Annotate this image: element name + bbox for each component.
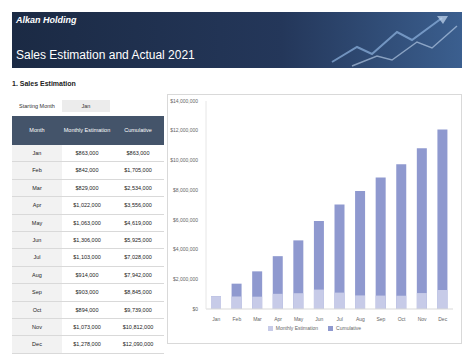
html-text:$903,000: $903,000	[75, 289, 99, 296]
svg-text:$8,000,000: $8,000,000	[173, 187, 198, 193]
html-text:Jun: Jun	[32, 237, 42, 243]
svg-text:$0: $0	[192, 306, 198, 312]
html-text:$914,000: $914,000	[75, 271, 99, 278]
html-text:$10,812,000: $10,812,000	[122, 324, 154, 330]
html-text:May: May	[31, 219, 43, 226]
html-text:Sales Estimation and Actual 20: Sales Estimation and Actual 2021	[16, 48, 195, 62]
html-text:Aug: Aug	[32, 271, 42, 278]
svg-text:$4,000,000: $4,000,000	[173, 246, 198, 252]
html-text:$863,000: $863,000	[126, 150, 150, 156]
svg-text:Sep: Sep	[377, 316, 386, 322]
html-text:Cumulative: Cumulative	[124, 127, 152, 133]
html-text:$1,103,000: $1,103,000	[73, 254, 101, 261]
html-text:Monthly Estimation: Monthly Estimation	[63, 127, 111, 133]
html-text:Jan: Jan	[81, 103, 91, 109]
html-text:Alkan Holding: Alkan Holding	[16, 15, 77, 25]
html-text:$8,845,000: $8,845,000	[124, 289, 152, 296]
svg-text:Oct: Oct	[398, 316, 406, 322]
html-text:$1,022,000: $1,022,000	[73, 202, 101, 209]
html-text:$829,000: $829,000	[75, 184, 99, 191]
html-text:Jan: Jan	[32, 150, 42, 156]
svg-text:$12,000,000: $12,000,000	[170, 127, 198, 133]
html-text:Oct: Oct	[32, 306, 42, 313]
html-text:$842,000: $842,000	[75, 167, 99, 174]
html-text:Nov: Nov	[32, 324, 42, 330]
svg-text:Dec: Dec	[438, 316, 447, 322]
svg-text:Feb: Feb	[233, 316, 242, 322]
html-text:$7,942,000: $7,942,000	[124, 271, 152, 278]
svg-text:Jun: Jun	[315, 316, 323, 322]
html-text:Mar: Mar	[32, 184, 42, 191]
html-text:$1,073,000: $1,073,000	[73, 324, 101, 330]
svg-text:Apr: Apr	[274, 316, 282, 322]
html-text:$9,739,000: $9,739,000	[124, 306, 152, 313]
html-text:$894,000: $894,000	[75, 306, 99, 313]
html-text:Sep: Sep	[32, 289, 42, 296]
svg-text:Mar: Mar	[253, 316, 262, 322]
html-text:Cumulative: Cumulative	[336, 325, 362, 331]
html-text:$1,063,000: $1,063,000	[73, 219, 101, 226]
svg-text:$6,000,000: $6,000,000	[173, 217, 198, 223]
svg-text:May: May	[294, 316, 304, 322]
html-text:Dec: Dec	[32, 341, 42, 348]
html-text:1. Sales Estimation: 1. Sales Estimation	[12, 80, 76, 87]
html-text:Monthly Estimation: Monthly Estimation	[275, 325, 319, 331]
html-text:$1,306,000: $1,306,000	[73, 237, 101, 243]
html-text:$863,000: $863,000	[75, 150, 99, 156]
html-text:$12,090,000: $12,090,000	[122, 341, 154, 348]
html-text:Starting Month: Starting Month	[19, 103, 55, 109]
svg-text:$10,000,000: $10,000,000	[170, 157, 198, 163]
html-text:$1,705,000: $1,705,000	[124, 167, 152, 174]
html-text:Apr: Apr	[32, 202, 42, 209]
html-text:$2,534,000: $2,534,000	[124, 184, 152, 191]
svg-text:$2,000,000: $2,000,000	[173, 276, 198, 282]
html-text:Jul: Jul	[33, 254, 41, 261]
html-text:$7,028,000: $7,028,000	[124, 254, 152, 261]
html-text:$4,619,000: $4,619,000	[124, 219, 152, 226]
html-text:$5,925,000: $5,925,000	[124, 237, 152, 243]
svg-text:$14,000,000: $14,000,000	[170, 98, 198, 104]
svg-text:Nov: Nov	[418, 316, 427, 322]
svg-text:Jul: Jul	[337, 316, 343, 322]
svg-text:Jan: Jan	[212, 316, 220, 322]
html-text:Month: Month	[29, 127, 45, 133]
html-text:$3,556,000: $3,556,000	[124, 202, 152, 209]
svg-text:Aug: Aug	[356, 316, 365, 322]
html-text:$1,278,000: $1,278,000	[73, 341, 101, 348]
html-text:Feb: Feb	[32, 167, 42, 174]
